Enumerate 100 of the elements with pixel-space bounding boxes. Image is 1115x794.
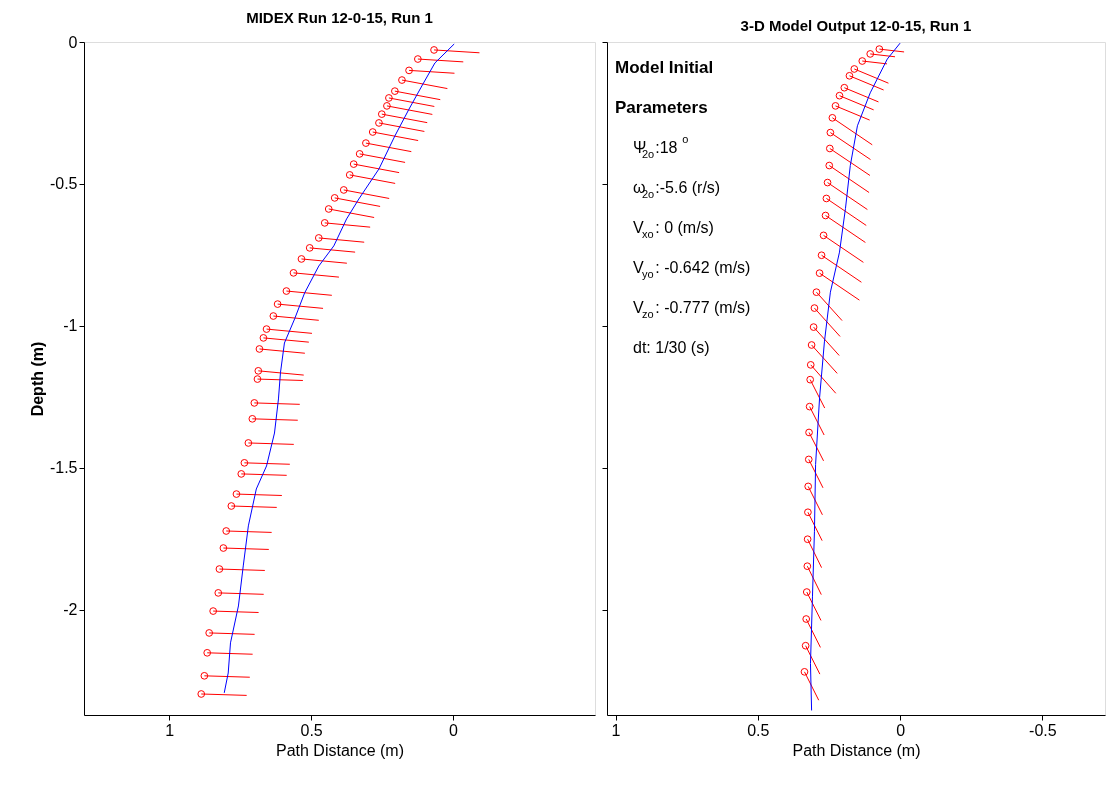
point — [831, 102, 840, 110]
point — [807, 341, 816, 349]
y-tick-label: 0 — [68, 33, 78, 51]
point — [802, 588, 811, 596]
point — [806, 361, 815, 369]
point — [209, 607, 218, 615]
x-tick-label: 1 — [165, 721, 175, 739]
point — [810, 304, 819, 312]
point — [248, 414, 257, 423]
y-tick-label: -1.5 — [49, 459, 78, 477]
annotation: Parameters — [615, 98, 708, 117]
y-axis-title: Depth (m) — [28, 341, 46, 417]
point — [840, 83, 849, 92]
point — [200, 671, 209, 680]
point — [345, 171, 354, 179]
point — [398, 76, 406, 84]
point — [339, 186, 348, 194]
point — [253, 375, 262, 383]
point — [215, 565, 224, 573]
point — [269, 312, 278, 320]
point — [835, 91, 844, 100]
y-tick-label: -1 — [63, 317, 78, 335]
point — [237, 470, 246, 478]
point — [205, 629, 214, 637]
point — [330, 194, 339, 202]
point — [822, 194, 831, 203]
point — [805, 402, 814, 411]
point — [823, 178, 832, 187]
point — [821, 211, 830, 220]
point — [801, 641, 810, 650]
point — [803, 535, 812, 544]
point — [214, 589, 223, 597]
point — [430, 46, 438, 54]
point — [259, 334, 268, 342]
point — [800, 667, 809, 676]
point — [812, 288, 821, 297]
point — [385, 94, 393, 102]
point — [297, 255, 306, 263]
point — [817, 251, 826, 260]
point — [250, 399, 259, 407]
point — [314, 234, 323, 242]
point — [362, 139, 370, 147]
point — [804, 508, 812, 517]
point — [850, 65, 859, 73]
point — [377, 110, 386, 118]
x-tick-label: 0 — [896, 721, 906, 739]
point — [806, 375, 815, 384]
point — [240, 458, 249, 467]
x-tick-label: 1 — [611, 721, 621, 739]
point — [819, 231, 828, 240]
point — [232, 490, 241, 498]
point — [262, 325, 271, 333]
point — [349, 160, 358, 168]
y-tick-label: -0.5 — [49, 175, 78, 193]
x-tick-label: -0.5 — [1029, 721, 1057, 739]
point — [203, 648, 212, 657]
point — [255, 345, 264, 353]
point — [845, 71, 854, 80]
point — [802, 615, 811, 623]
y-tick-label: -2 — [63, 601, 78, 619]
point — [414, 55, 422, 63]
point — [804, 455, 813, 464]
point — [375, 119, 383, 127]
point — [875, 45, 884, 53]
point — [320, 219, 329, 227]
x-tick-label: 0.5 — [300, 721, 323, 739]
point — [391, 87, 399, 95]
point — [858, 57, 867, 65]
point — [866, 50, 875, 58]
point — [809, 323, 818, 331]
point — [305, 244, 314, 252]
point — [273, 300, 282, 308]
point — [244, 439, 253, 447]
x-tick-label: 0.5 — [747, 721, 770, 739]
point — [826, 128, 835, 137]
chart-title: 3-D Model Output 12-0-15, Run 1 — [740, 16, 972, 34]
chart-title: MIDEX Run 12-0-15, Run 1 — [246, 9, 433, 26]
point — [825, 161, 834, 170]
point — [803, 562, 812, 571]
annotation: Model Initial — [615, 58, 714, 77]
point — [289, 269, 298, 277]
point — [804, 482, 813, 491]
point — [219, 544, 228, 552]
point — [355, 150, 364, 158]
point — [815, 269, 824, 277]
point — [828, 113, 837, 122]
point — [805, 428, 813, 437]
point — [254, 366, 263, 375]
annotation: dt: 1/30 (s) — [633, 339, 710, 356]
point — [197, 690, 206, 698]
point — [825, 144, 834, 153]
point — [383, 102, 391, 110]
x-axis-title: Path Distance (m) — [275, 741, 405, 759]
point — [282, 287, 291, 295]
line-series — [223, 43, 455, 694]
point — [405, 66, 413, 75]
point — [368, 128, 377, 136]
x-tick-label: 0 — [449, 721, 459, 739]
x-axis-title: Path Distance (m) — [792, 741, 921, 759]
point — [222, 527, 231, 535]
